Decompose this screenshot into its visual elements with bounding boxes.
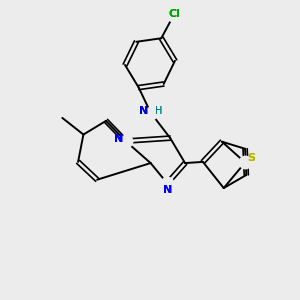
Text: N: N xyxy=(163,185,172,195)
Text: Cl: Cl xyxy=(168,9,180,19)
Text: N: N xyxy=(140,106,149,116)
Text: S: S xyxy=(248,153,256,163)
Text: N: N xyxy=(115,134,124,144)
Text: Cl: Cl xyxy=(168,9,180,19)
Text: N: N xyxy=(115,134,124,144)
Text: N: N xyxy=(140,106,149,116)
Text: H: H xyxy=(155,106,163,116)
Text: S: S xyxy=(248,153,256,163)
Text: H: H xyxy=(155,106,163,116)
Text: N: N xyxy=(163,185,172,195)
